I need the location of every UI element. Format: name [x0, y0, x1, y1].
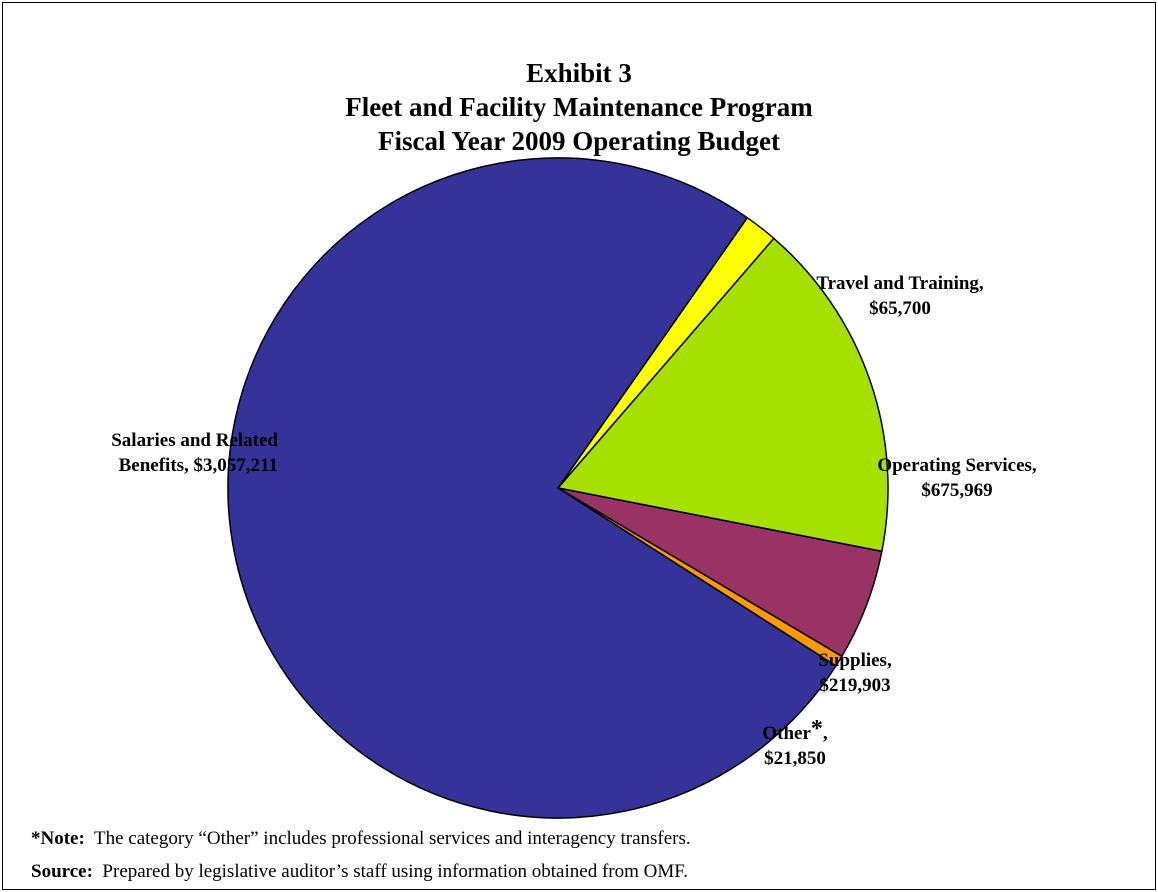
label-supplies-name: Supplies, [818, 650, 892, 671]
note-line: *Note: The category “Other” includes pro… [31, 827, 691, 851]
chart-title-line-2: Fleet and Facility Maintenance Program [345, 92, 813, 122]
label-supplies-value: $219,903 [819, 675, 891, 696]
label-other-name: Other [762, 723, 811, 744]
label-salaries-value: Benefits, $3,057,211 [118, 455, 278, 476]
label-other-asterisk: * [810, 716, 823, 742]
label-travel-training-name: Travel and Training, [816, 273, 984, 294]
pie-slice-salaries-and-related-benefits [227, 157, 837, 819]
note-label: *Note: [31, 828, 85, 849]
label-other: Other*, $21,850 [730, 717, 860, 771]
label-operating-services-name: Operating Services, [877, 455, 1037, 476]
label-salaries-name: Salaries and Related [111, 430, 278, 451]
source-text: Prepared by legislative auditor’s staff … [102, 861, 689, 882]
label-other-name-line: Other*, [730, 717, 860, 746]
label-operating-services: Operating Services, $675,969 [827, 453, 1087, 503]
label-travel-training-value: $65,700 [869, 298, 931, 319]
label-travel-training: Travel and Training, $65,700 [780, 271, 1020, 321]
label-other-value: $21,850 [764, 748, 826, 769]
note-text: The category “Other” includes profession… [93, 828, 691, 849]
label-operating-services-value: $675,969 [921, 480, 993, 501]
chart-title-line-1: Exhibit 3 [526, 58, 632, 88]
chart-title-line-3: Fiscal Year 2009 Operating Budget [378, 126, 780, 156]
pie-slice-operating-services [557, 237, 889, 553]
label-other-comma: , [822, 723, 828, 744]
label-salaries: Salaries and Related Benefits, $3,057,21… [20, 428, 278, 478]
label-supplies: Supplies, $219,903 [780, 648, 930, 698]
source-line: Source: Prepared by legislative auditor’… [31, 860, 688, 884]
source-label: Source: [31, 861, 93, 882]
